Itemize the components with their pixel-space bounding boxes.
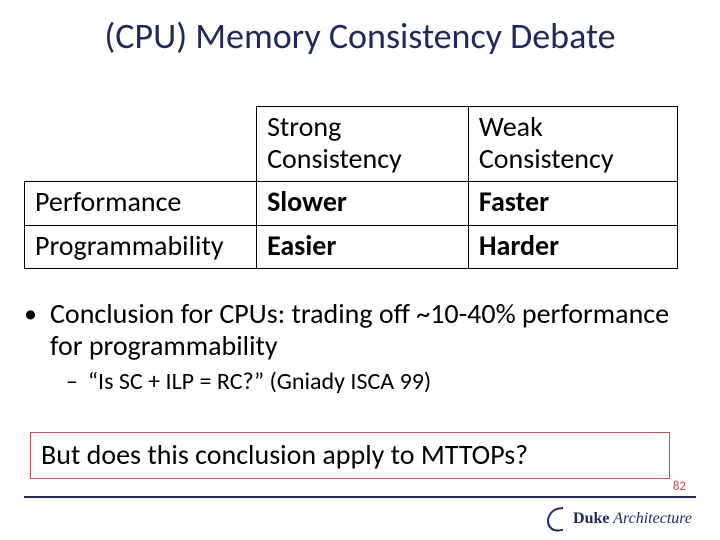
slide: (CPU) Memory Consistency Debate Strong C… [0,0,720,540]
bullet-dash-icon: – [66,368,88,396]
bullet-level2-text: “Is SC + ILP = RC?” (Gniady ISCA 99) [88,368,431,396]
table-row-programmability: Programmability Easier Harder [25,225,678,268]
page-number: 82 [669,479,690,494]
footer-logo: Duke Architecture [545,508,692,530]
bullet-list: • Conclusion for CPUs: trading off ~10-4… [24,298,696,396]
comparison-table: Strong Consistency Weak Consistency Perf… [24,106,678,269]
bullet-dot-icon: • [24,298,50,362]
bullet-level2: – “Is SC + ILP = RC?” (Gniady ISCA 99) [66,368,696,396]
row-programmability-strong: Easier [257,225,469,268]
row-programmability-weak: Harder [468,225,677,268]
bullet-level1-text: Conclusion for CPUs: trading off ~10-40%… [50,298,696,362]
callout-box: But does this conclusion apply to MTTOPs… [30,432,670,479]
row-performance-weak: Faster [468,182,677,225]
footer-architecture: Architecture [610,510,693,527]
table-header-weak: Weak Consistency [468,107,677,182]
duke-logo-icon [545,508,567,530]
row-performance-strong: Slower [257,182,469,225]
table-header-strong: Strong Consistency [257,107,469,182]
footer-divider [24,496,696,498]
table-header-row: Strong Consistency Weak Consistency [25,107,678,182]
row-performance-label: Performance [25,182,257,225]
table-row-performance: Performance Slower Faster [25,182,678,225]
footer-duke: Duke [573,510,609,527]
bullet-level1: • Conclusion for CPUs: trading off ~10-4… [24,298,696,362]
table-header-blank [25,107,257,182]
row-programmability-label: Programmability [25,225,257,268]
footer-logo-text: Duke Architecture [573,510,692,528]
slide-title: (CPU) Memory Consistency Debate [0,14,720,58]
